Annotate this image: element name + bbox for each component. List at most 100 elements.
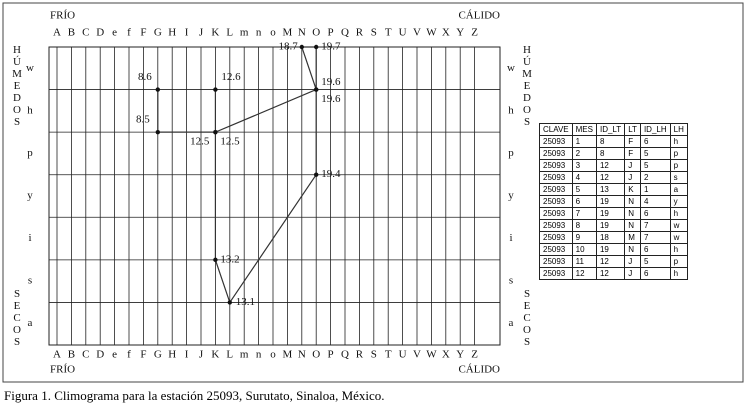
x-tick-label: B xyxy=(68,27,75,39)
y-tick-label: y xyxy=(508,190,514,202)
x-tick-label: Y xyxy=(456,349,464,361)
table-cell: 7 xyxy=(571,207,597,220)
table-cell: 19 xyxy=(595,207,626,220)
table-cell: 25093 xyxy=(539,195,573,208)
table-cell: 25093 xyxy=(539,183,573,196)
x-tick-label: m xyxy=(240,349,249,361)
caption: Figura 1. Climograma para la estación 25… xyxy=(4,388,385,403)
climogram-line xyxy=(157,46,317,304)
x-tick-label: M xyxy=(283,349,293,361)
x-tick-label: R xyxy=(356,349,364,361)
x-tick-label: L xyxy=(226,349,233,361)
point-label: 19.4 xyxy=(321,168,341,180)
table-cell: 1 xyxy=(639,183,671,196)
x-tick-label: F xyxy=(140,27,146,39)
x-tick-label: D xyxy=(96,349,104,361)
x-tick-label: Z xyxy=(471,349,478,361)
x-tick-label: R xyxy=(356,27,364,39)
table-cell: h xyxy=(669,243,688,256)
y-tick-label: i xyxy=(28,232,31,244)
table-cell: p xyxy=(669,147,688,160)
point xyxy=(213,129,218,135)
table-cell: 25093 xyxy=(539,267,573,280)
table-cell: a xyxy=(669,183,688,196)
x-tick-label: V xyxy=(413,349,421,361)
x-tick-label: e xyxy=(112,349,117,361)
table-cell: 5 xyxy=(571,183,597,196)
x-tick-label: V xyxy=(413,27,421,39)
table-row: 25093 9 18 M 7 w xyxy=(539,231,688,244)
table-cell: 5 xyxy=(639,255,671,268)
point-label: 19.6 xyxy=(321,76,341,88)
table-cell: 6 xyxy=(639,243,671,256)
x-tick-label: T xyxy=(385,349,392,361)
table-cell: 6 xyxy=(571,195,597,208)
x-tick-label: J xyxy=(199,27,204,39)
column-header: CLAVE xyxy=(539,123,573,136)
table-row: 25093 1 8 F 6 h xyxy=(539,135,688,148)
table-cell: p xyxy=(669,255,688,268)
table-cell: 6 xyxy=(639,207,671,220)
point xyxy=(155,129,160,135)
y-tick-label: a xyxy=(509,317,514,329)
x-tick-label: K xyxy=(211,27,219,39)
x-tick-label: U xyxy=(399,27,407,39)
x-tick-label: L xyxy=(226,27,233,39)
x-tick-label: O xyxy=(312,27,320,39)
point xyxy=(299,44,304,50)
column-header: ID_LT xyxy=(595,123,626,136)
x-tick-label: T xyxy=(385,27,392,39)
table-cell: 12 xyxy=(595,171,626,184)
table-cell: 12 xyxy=(595,267,626,280)
x-tick-label: A xyxy=(53,27,61,39)
x-tick-label: A xyxy=(53,349,61,361)
table-cell: 8 xyxy=(595,135,626,148)
table-cell: w xyxy=(669,219,688,232)
table-cell: N xyxy=(624,207,641,220)
table-cell: J xyxy=(624,159,641,172)
table-cell: 25093 xyxy=(539,231,573,244)
x-tick-label: W xyxy=(426,27,437,39)
x-tick-label: G xyxy=(154,349,162,361)
table-cell: 12 xyxy=(595,159,626,172)
x-tick-label: S xyxy=(371,349,377,361)
point-label: 12.5 xyxy=(220,136,240,148)
column-header: MES xyxy=(571,123,597,136)
table-row: 25093 8 19 N 7 w xyxy=(539,219,688,232)
table-row: 25093 6 19 N 4 y xyxy=(539,195,688,208)
point-label: 8.5 xyxy=(136,114,150,126)
x-tick-label: O xyxy=(312,349,320,361)
table-cell: N xyxy=(624,243,641,256)
x-tick-label: J xyxy=(199,349,204,361)
x-tick-label: n xyxy=(256,27,262,39)
table-row: 25093 11 12 J 5 p xyxy=(539,255,688,268)
data-table: CLAVE MES ID_LT LT ID_LH LH 25093 1 8 F 6 h 25093 2 8 F… xyxy=(539,123,688,280)
y-tick-label: h xyxy=(27,104,33,116)
x-tick-label: H xyxy=(168,349,176,361)
x-tick-label: n xyxy=(256,349,262,361)
point xyxy=(213,257,218,263)
y-tick-label: a xyxy=(28,317,33,329)
x-tick-label: S xyxy=(371,27,377,39)
table-cell: 7 xyxy=(639,231,671,244)
point xyxy=(314,44,319,50)
y-tick-label: w xyxy=(26,62,34,74)
x-tick-label: f xyxy=(127,349,131,361)
x-tick-label: X xyxy=(442,349,450,361)
table-cell: 25093 xyxy=(539,255,573,268)
point-label: 19.7 xyxy=(321,41,341,53)
point xyxy=(213,87,218,92)
table-cell: h xyxy=(669,267,688,280)
table-cell: 5 xyxy=(639,147,671,160)
table-row: 25093 3 12 J 5 p xyxy=(539,159,688,172)
table-cell: 1 xyxy=(571,135,597,148)
y-tick-label: s xyxy=(509,275,513,287)
table-cell: N xyxy=(624,195,641,208)
table-cell: J xyxy=(624,267,641,280)
side-top-left: HÚMEDOS xyxy=(11,44,23,128)
y-tick-label: s xyxy=(28,275,32,287)
x-tick-label: P xyxy=(328,27,334,39)
x-tick-label: F xyxy=(140,349,146,361)
bottom-left-label: FRÍO xyxy=(50,364,75,376)
